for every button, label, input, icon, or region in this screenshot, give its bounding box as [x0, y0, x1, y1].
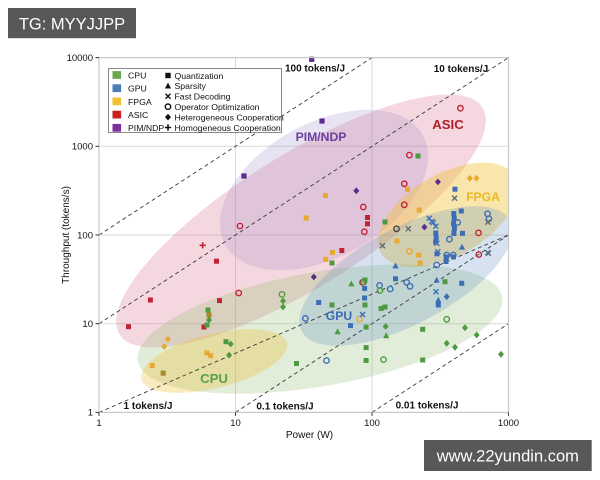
svg-text:Fast Decoding: Fast Decoding	[175, 92, 231, 102]
svg-text:10: 10	[230, 418, 241, 429]
svg-text:PIM/NDP: PIM/NDP	[296, 130, 347, 144]
svg-text:1000: 1000	[498, 418, 519, 429]
svg-text:Quantization: Quantization	[175, 71, 224, 81]
svg-text:0.01 tokens/J: 0.01 tokens/J	[396, 401, 459, 412]
svg-text:CPU: CPU	[128, 70, 146, 80]
svg-text:1 tokens/J: 1 tokens/J	[124, 401, 173, 412]
svg-text:Throughput (tokens/s): Throughput (tokens/s)	[61, 186, 72, 284]
svg-text:FPGA: FPGA	[128, 97, 152, 107]
svg-text:100 tokens/J: 100 tokens/J	[285, 64, 345, 75]
svg-text:GPU: GPU	[326, 309, 353, 323]
svg-text:10 tokens/J: 10 tokens/J	[434, 64, 488, 75]
svg-text:Power (W): Power (W)	[286, 430, 333, 441]
svg-text:TG: MYYJJPP: TG: MYYJJPP	[19, 16, 125, 34]
svg-text:Sparsity: Sparsity	[175, 81, 207, 91]
svg-text:10000: 10000	[67, 53, 93, 64]
svg-text:0.1 tokens/J: 0.1 tokens/J	[256, 402, 313, 413]
svg-text:1000: 1000	[72, 142, 93, 153]
svg-text:1: 1	[88, 408, 93, 419]
svg-text:Homogeneous Cooperation: Homogeneous Cooperation	[175, 123, 281, 133]
svg-text:PIM/NDP: PIM/NDP	[128, 123, 164, 133]
svg-text:FPGA: FPGA	[466, 190, 500, 204]
svg-text:10: 10	[82, 319, 93, 330]
svg-text:www.22yundin.com: www.22yundin.com	[436, 448, 579, 466]
svg-text:100: 100	[77, 230, 93, 241]
svg-text:Operator Optimization: Operator Optimization	[175, 102, 260, 112]
svg-text:CPU: CPU	[200, 371, 228, 386]
svg-text:ASIC: ASIC	[128, 110, 148, 120]
svg-text:Heterogeneous Cooperation: Heterogeneous Cooperation	[175, 112, 284, 122]
svg-text:ASIC: ASIC	[432, 117, 464, 132]
svg-text:GPU: GPU	[128, 84, 147, 94]
svg-text:100: 100	[364, 418, 380, 429]
svg-text:1: 1	[96, 418, 101, 429]
